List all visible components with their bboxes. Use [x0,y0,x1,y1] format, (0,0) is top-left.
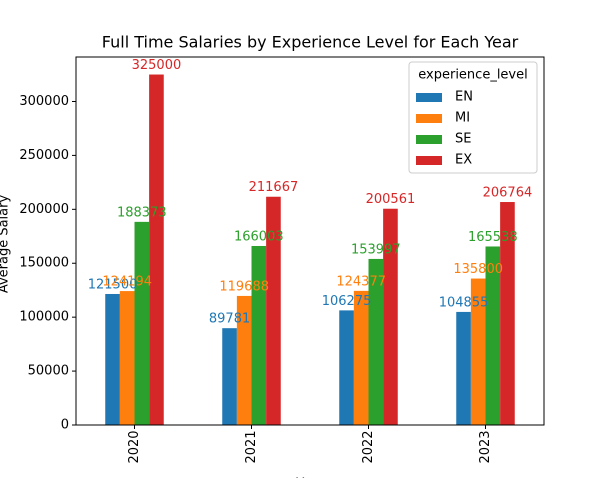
legend-label: SE [455,132,471,147]
data-label: 200561 [366,192,416,207]
data-label: 211667 [249,180,299,195]
bar [266,196,281,425]
data-label: 121500 [88,277,138,292]
data-label: 119688 [219,279,269,294]
y-tick-label: 0 [61,418,69,433]
legend-label: EX [455,153,472,168]
legend-swatch [416,156,442,165]
bar [105,293,120,425]
bar [470,278,486,425]
legend-swatch [416,93,442,102]
legend-swatch [416,114,442,123]
y-tick-label: 150000 [19,256,69,271]
data-label: 206764 [483,186,533,201]
plot-frame [75,56,545,426]
data-label: 188373 [117,205,167,220]
bar [119,291,135,425]
y-tick-label: 300000 [19,94,69,109]
bar [251,245,267,425]
y-tick-label: 250000 [19,148,69,163]
bar [134,221,150,425]
x-tick-label: 2022 [361,430,376,463]
data-label: 153997 [351,242,401,257]
legend-label: EN [455,90,473,105]
x-tick-label: 2020 [127,430,142,463]
bar [500,202,515,425]
legend-swatch [416,135,442,144]
y-tick-label: 50000 [28,364,69,379]
x-axis-label: Year [295,477,324,478]
data-label: 106275 [322,294,372,309]
x-tick-label: 2021 [244,430,259,463]
data-label: 325000 [132,58,182,73]
bar [236,295,252,425]
data-label: 104855 [439,295,489,310]
legend-title: experience_level [418,68,527,83]
bar [485,246,501,425]
legend-label: MI [455,111,470,126]
data-label: 135800 [453,262,503,277]
data-label: 166003 [234,229,284,244]
bar [339,310,354,425]
y-tick-label: 200000 [19,202,69,217]
x-tick-label: 2023 [478,430,493,463]
data-label: 124377 [336,274,386,289]
bar [368,258,384,425]
bar [383,208,398,425]
y-tick-label: 100000 [19,310,69,325]
bar [222,328,237,425]
data-label: 165538 [468,230,518,245]
bar [353,290,369,425]
data-label: 89781 [209,312,250,327]
legend-box [408,61,538,174]
y-axis-label: Average Salary [0,195,12,294]
bar [149,74,164,426]
bar [456,311,471,425]
data-label: 124194 [102,275,152,290]
chart-title: Full Time Salaries by Experience Level f… [102,33,519,52]
